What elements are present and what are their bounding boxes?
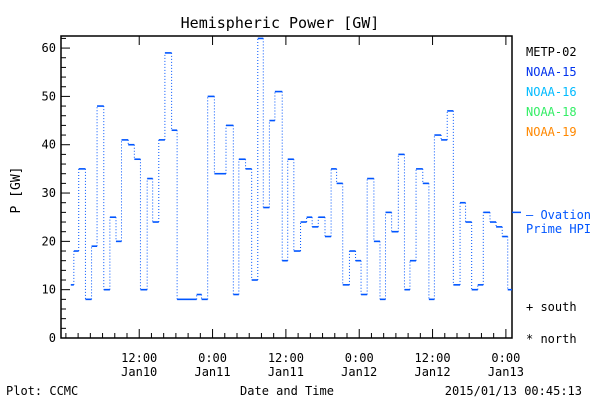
chart-title: Hemispheric Power [GW]	[181, 14, 380, 32]
x-tick-label-date: Jan13	[488, 365, 524, 379]
north-marker-legend: * north	[526, 332, 577, 346]
y-tick-label: 0	[49, 331, 56, 345]
ovation-label-1: — Ovation	[526, 208, 591, 222]
x-tick-label-date: Jan12	[414, 365, 450, 379]
south-marker-legend: + south	[526, 300, 577, 314]
x-axis-label: Date and Time	[240, 384, 334, 398]
legend-entry: NOAA-15	[526, 65, 577, 79]
y-tick-label: 50	[42, 89, 56, 103]
x-tick-label-time: 12:00	[121, 351, 157, 365]
legend-entry: METP-02	[526, 45, 577, 59]
legend-entry: NOAA-16	[526, 85, 577, 99]
y-tick-label: 10	[42, 283, 56, 297]
plot-credit: Plot: CCMC	[6, 384, 78, 398]
x-tick-label-date: Jan11	[194, 365, 230, 379]
x-tick-label-date: Jan11	[268, 365, 304, 379]
timestamp: 2015/01/13 00:45:13	[445, 384, 582, 398]
plot-frame	[60, 35, 513, 339]
x-tick-label-time: 0:00	[198, 351, 227, 365]
x-tick-label-date: Jan12	[341, 365, 377, 379]
legend-entry: NOAA-18	[526, 105, 577, 119]
y-tick-label: 20	[42, 234, 56, 248]
x-tick-label-date: Jan10	[121, 365, 157, 379]
ovation-label-2: Prime HPI	[526, 222, 591, 236]
y-tick-label: 60	[42, 41, 56, 55]
x-tick-label-time: 0:00	[345, 351, 374, 365]
x-tick-label-time: 0:00	[491, 351, 520, 365]
y-tick-label: 40	[42, 138, 56, 152]
x-tick-label-time: 12:00	[268, 351, 304, 365]
y-tick-label: 30	[42, 186, 56, 200]
y-axis-label: P [GW]	[9, 167, 24, 214]
legend-entry: NOAA-19	[526, 125, 577, 139]
x-tick-label-time: 12:00	[414, 351, 450, 365]
